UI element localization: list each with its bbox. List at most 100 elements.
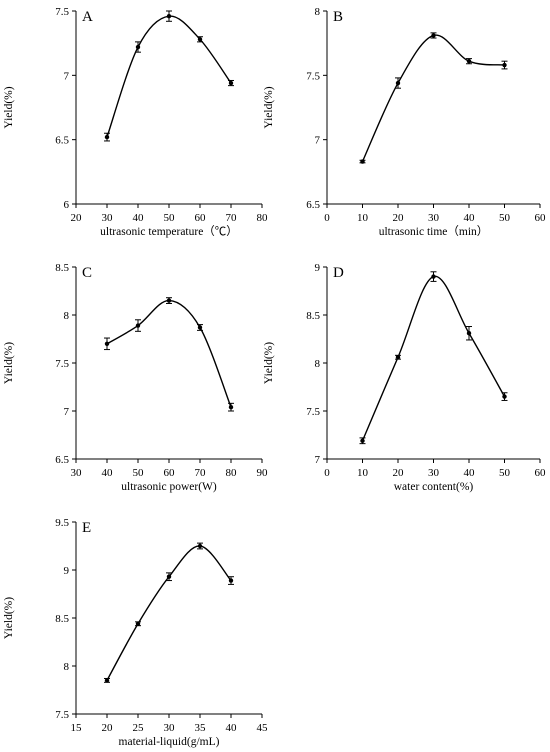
data-point: [360, 438, 365, 443]
y-tick-label: 7: [315, 454, 321, 466]
chart-panel-e: 7.5 8 8.5 9 9.5 15 20 25 30 35 40 45 material-liquid…: [3, 517, 268, 748]
y-tick-label: 8: [315, 358, 321, 370]
x-tick-label: 40: [464, 467, 476, 479]
data-point: [228, 404, 234, 410]
x-tick-label: 80: [226, 467, 238, 479]
panel-label: A: [82, 9, 93, 25]
y-tick-label: 8.5: [55, 262, 69, 274]
x-tick-label: 45: [257, 722, 269, 734]
x-tick-label: 60: [535, 212, 547, 224]
data-point: [166, 13, 172, 19]
y-axis-label: Yield(%): [263, 86, 275, 128]
data-point: [502, 62, 507, 68]
x-tick-label: 20: [102, 722, 114, 734]
y-tick-label: 9.5: [55, 517, 69, 529]
x-tick-label: 40: [464, 212, 476, 224]
chart-panel-b: 6.5 7 7.5 8 0 10 20 30 40 50 60 ultrasonic time（min…: [263, 6, 546, 238]
x-tick-label: 60: [535, 467, 547, 479]
x-axis-label: water content(%): [394, 481, 474, 493]
x-tick-label: 80: [257, 212, 269, 224]
x-tick-label: 40: [133, 212, 145, 224]
y-axis-label: Yield(%): [3, 86, 15, 128]
x-tick-label: 30: [164, 722, 176, 734]
data-point: [395, 80, 401, 86]
x-tick-label: 70: [226, 212, 238, 224]
data-point: [166, 298, 172, 303]
y-tick-label: 7.5: [306, 406, 320, 418]
panel-label: E: [82, 520, 91, 536]
x-axis-label: ultrasonic power(W): [121, 481, 217, 493]
x-axis-label: ultrasonic temperature（℃）: [100, 225, 238, 238]
x-tick-label: 0: [324, 212, 330, 224]
y-axis-label: Yield(%): [3, 342, 15, 384]
data-point: [502, 394, 507, 399]
data-point: [431, 33, 436, 38]
y-tick-label: 6.5: [55, 135, 69, 147]
x-tick-label: 50: [499, 212, 511, 224]
x-tick-label: 15: [71, 722, 83, 734]
x-tick-label: 50: [164, 212, 176, 224]
data-point: [466, 331, 472, 336]
panel-label: D: [333, 265, 344, 281]
data-point: [104, 341, 110, 346]
data-point: [395, 355, 401, 360]
x-axis-label: ultrasonic time（min）: [379, 225, 489, 238]
data-point: [166, 574, 172, 579]
chart-panel-d: 7 7.5 8 8.5 9 0 10 20 30 40 50 60 water content(%) Yi…: [263, 262, 546, 493]
y-tick-label: 6.5: [55, 454, 69, 466]
x-tick-label: 50: [133, 467, 145, 479]
x-tick-label: 50: [499, 467, 511, 479]
data-point: [360, 159, 365, 164]
x-tick-label: 25: [133, 722, 145, 734]
data-point: [135, 44, 141, 50]
y-tick-label: 7: [64, 70, 70, 82]
x-tick-label: 30: [428, 467, 440, 479]
data-point: [104, 678, 110, 683]
x-tick-label: 20: [393, 467, 405, 479]
x-tick-label: 10: [357, 467, 369, 479]
x-tick-label: 30: [428, 212, 440, 224]
x-axis-label: material-liquid(g/mL): [119, 736, 220, 748]
x-tick-label: 0: [324, 467, 330, 479]
data-point: [431, 274, 436, 279]
data-point: [197, 37, 203, 42]
y-tick-label: 7: [315, 135, 321, 147]
x-tick-label: 30: [102, 212, 114, 224]
data-point: [135, 621, 141, 626]
y-tick-label: 8.5: [55, 613, 69, 625]
x-tick-label: 70: [195, 467, 207, 479]
chart-panel-a: 6 6.5 7 7.5 20 30 40 50 60 70 80 ultrasonic tempera…: [3, 6, 268, 238]
x-tick-label: 60: [195, 212, 207, 224]
data-point: [228, 80, 234, 86]
data-point: [466, 58, 472, 64]
y-tick-label: 7.5: [55, 358, 69, 370]
data-point: [197, 325, 203, 330]
y-tick-label: 8: [64, 661, 70, 673]
chart-panel-c: 6.5 7 7.5 8 8.5 30 40 50 60 70 80 90 ultrasonic powe…: [3, 262, 268, 493]
y-tick-label: 7.5: [55, 709, 69, 721]
y-tick-label: 7.5: [55, 6, 69, 18]
panel-label: B: [333, 9, 343, 25]
y-tick-label: 9: [64, 565, 70, 577]
data-point: [228, 578, 234, 583]
y-tick-label: 8.5: [306, 310, 320, 322]
x-tick-label: 40: [102, 467, 114, 479]
panel-label: C: [82, 265, 92, 281]
series-line: [361, 34, 505, 162]
series-line: [106, 15, 232, 138]
series-line: [106, 545, 232, 681]
y-tick-label: 8: [315, 6, 321, 18]
x-tick-label: 60: [164, 467, 176, 479]
data-point: [135, 323, 141, 328]
y-axis-label: Yield(%): [263, 342, 275, 384]
series-line: [361, 275, 506, 442]
x-tick-label: 10: [357, 212, 369, 224]
y-tick-label: 9: [315, 262, 321, 274]
x-tick-label: 20: [393, 212, 405, 224]
series-line: [106, 299, 232, 408]
y-tick-label: 6: [64, 199, 70, 211]
data-point: [197, 543, 203, 549]
y-axis-label: Yield(%): [3, 597, 15, 639]
x-tick-label: 40: [226, 722, 238, 734]
